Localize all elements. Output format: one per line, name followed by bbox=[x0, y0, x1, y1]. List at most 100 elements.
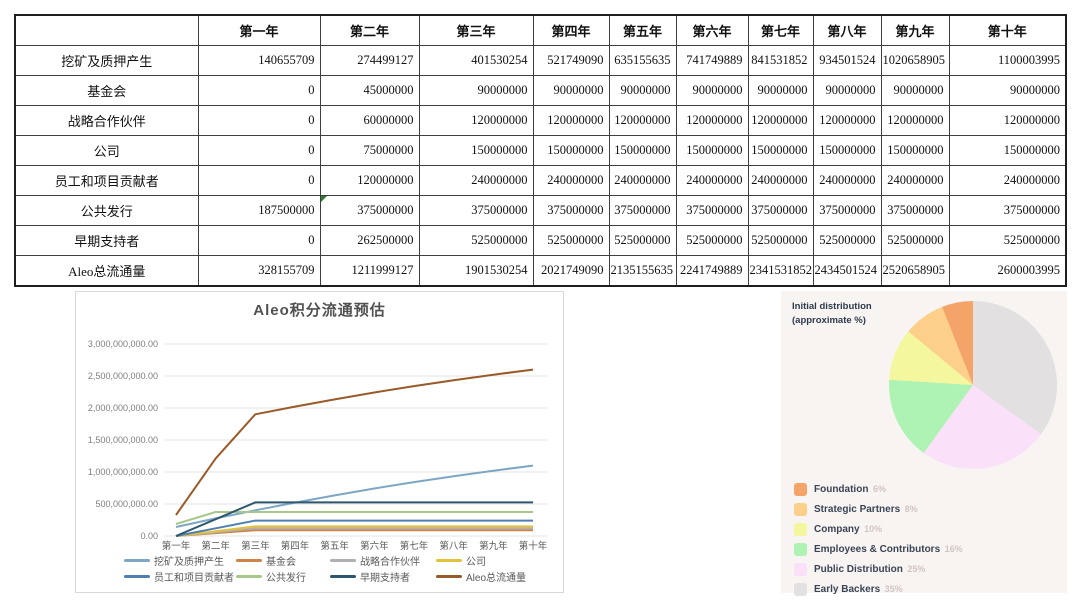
tokenomics-table: 第一年 第二年 第三年 第四年 第五年 第六年 第七年 第八年 第九年 第十年 挖矿及质押产生 14… bbox=[14, 14, 1067, 287]
pie-slice bbox=[973, 301, 1057, 435]
x-axis-tick-label: 第四年 bbox=[281, 540, 310, 552]
value-cell: 2241749889 bbox=[675, 255, 749, 287]
x-axis-tick-label: 第二年 bbox=[201, 540, 230, 552]
table-row: Aleo总流通量 328155709 1211999127 1901530254 202… bbox=[14, 255, 1067, 287]
value-cell: 934501524 bbox=[812, 45, 882, 76]
year-header: 第六年 bbox=[675, 14, 749, 46]
legend-item: 员工和项目贡献者 bbox=[124, 569, 236, 584]
pie-chart-title: Initial distribution (approximate %) bbox=[792, 300, 872, 328]
pie-legend-item: Foundation 6% bbox=[794, 479, 963, 499]
x-axis-tick-label: 第十年 bbox=[519, 540, 548, 552]
year-header: 第八年 bbox=[812, 14, 882, 46]
value-cell: 240000000 bbox=[812, 165, 882, 196]
legend-label: 公司 bbox=[466, 557, 486, 568]
year-header: 第二年 bbox=[319, 14, 420, 46]
row-label: 战略合作伙伴 bbox=[14, 105, 199, 136]
legend-item: 挖矿及质押产生 bbox=[124, 553, 236, 568]
value-cell: 0 bbox=[197, 105, 321, 136]
row-label: 挖矿及质押产生 bbox=[14, 45, 199, 76]
value-cell: 120000000 bbox=[675, 105, 749, 136]
year-header: 第三年 bbox=[418, 14, 534, 46]
value-cell: 375000000 bbox=[675, 195, 749, 226]
row-label: 公共发行 bbox=[14, 195, 199, 226]
pie-legend-swatch bbox=[794, 522, 807, 536]
value-cell: 187500000 bbox=[197, 195, 321, 226]
series-line bbox=[175, 511, 533, 525]
series-line bbox=[175, 525, 533, 537]
legend-item: 早期支持者 bbox=[330, 569, 436, 584]
x-axis-tick-label: 第五年 bbox=[320, 540, 349, 552]
value-cell: 140655709 bbox=[197, 45, 321, 76]
value-cell: 525000000 bbox=[747, 225, 814, 256]
value-cell: 741749889 bbox=[675, 45, 749, 76]
y-axis-tick-label: 3,000,000,000.00 bbox=[88, 339, 158, 349]
legend-label: 战略合作伙伴 bbox=[360, 557, 420, 568]
value-cell: 0 bbox=[197, 135, 321, 166]
value-cell: 90000000 bbox=[747, 75, 814, 106]
corner-cell bbox=[14, 14, 199, 46]
value-cell: 120000000 bbox=[319, 165, 420, 196]
series-line bbox=[175, 519, 533, 537]
pie-chart-panel: Initial distribution (approximate %) Fou… bbox=[781, 291, 1067, 596]
legend-line-swatch bbox=[236, 559, 262, 562]
value-cell: 0 bbox=[197, 225, 321, 256]
series-line bbox=[175, 527, 533, 537]
value-cell: 328155709 bbox=[197, 255, 321, 287]
pie-legend-item: Early Backers 35% bbox=[794, 579, 963, 599]
value-cell: 274499127 bbox=[319, 45, 420, 76]
legend-line-swatch bbox=[124, 575, 150, 578]
pie-title-line1: Initial distribution bbox=[792, 301, 872, 312]
table-row: 战略合作伙伴 0 60000000 120000000 120000000 1200000… bbox=[14, 105, 1067, 136]
pie-legend-item: Public Distribution 25% bbox=[794, 559, 963, 579]
line-chart-panel: Aleo积分流通预估 0.00 500,000,000.00 1,000,000,0… bbox=[75, 291, 564, 593]
value-cell: 240000000 bbox=[418, 165, 534, 196]
value-cell: 525000000 bbox=[608, 225, 677, 256]
value-cell: 525000000 bbox=[812, 225, 882, 256]
pie-slice bbox=[889, 379, 973, 453]
value-cell: 375000000 bbox=[608, 195, 677, 226]
table-row: 早期支持者 0 262500000 525000000 525000000 5250000… bbox=[14, 225, 1067, 256]
pie-legend-label: Public Distribution 25% bbox=[814, 563, 926, 575]
x-axis-tick-label: 第三年 bbox=[241, 540, 270, 552]
value-cell: 120000000 bbox=[532, 105, 610, 136]
value-cell: 150000000 bbox=[532, 135, 610, 166]
value-cell: 2600003995 bbox=[948, 255, 1067, 287]
value-cell: 150000000 bbox=[675, 135, 749, 166]
value-cell: 521749090 bbox=[532, 45, 610, 76]
value-cell: 525000000 bbox=[532, 225, 610, 256]
value-cell: 120000000 bbox=[418, 105, 534, 136]
value-cell: 1901530254 bbox=[418, 255, 534, 287]
series-line bbox=[175, 529, 533, 537]
value-cell: 240000000 bbox=[608, 165, 677, 196]
cell-note-marker bbox=[321, 196, 327, 202]
value-cell: 375000000 bbox=[532, 195, 610, 226]
pie-slice bbox=[908, 306, 973, 385]
value-cell: 2021749090 bbox=[532, 255, 610, 287]
row-label: 基金会 bbox=[14, 75, 199, 106]
legend-label: 员工和项目贡献者 bbox=[154, 573, 234, 584]
value-cell: 841531852 bbox=[747, 45, 814, 76]
value-cell: 120000000 bbox=[812, 105, 882, 136]
x-axis-tick-label: 第九年 bbox=[479, 540, 508, 552]
legend-line-swatch bbox=[330, 559, 356, 562]
value-cell: 2434501524 bbox=[812, 255, 882, 287]
legend-line-swatch bbox=[330, 575, 356, 578]
series-line bbox=[175, 368, 534, 516]
value-cell: 90000000 bbox=[812, 75, 882, 106]
row-label: 员工和项目贡献者 bbox=[14, 165, 199, 196]
value-cell: 240000000 bbox=[880, 165, 950, 196]
value-cell: 150000000 bbox=[880, 135, 950, 166]
value-cell: 525000000 bbox=[948, 225, 1067, 256]
value-cell: 375000000 bbox=[418, 195, 534, 226]
pie-legend-pct: 8% bbox=[902, 503, 918, 514]
value-cell: 150000000 bbox=[608, 135, 677, 166]
table-row: 挖矿及质押产生 140655709 274499127 401530254 521749… bbox=[14, 45, 1067, 76]
y-axis-tick-label: 500,000,000.00 bbox=[95, 499, 158, 509]
value-cell: 240000000 bbox=[747, 165, 814, 196]
year-header: 第七年 bbox=[747, 14, 814, 46]
value-cell: 1100003995 bbox=[948, 45, 1067, 76]
value-cell: 2341531852 bbox=[747, 255, 814, 287]
year-header: 第一年 bbox=[197, 14, 321, 46]
table-header: 第一年 第二年 第三年 第四年 第五年 第六年 第七年 第八年 第九年 第十年 bbox=[14, 14, 1067, 46]
legend-label: Aleo总流通量 bbox=[466, 573, 527, 584]
